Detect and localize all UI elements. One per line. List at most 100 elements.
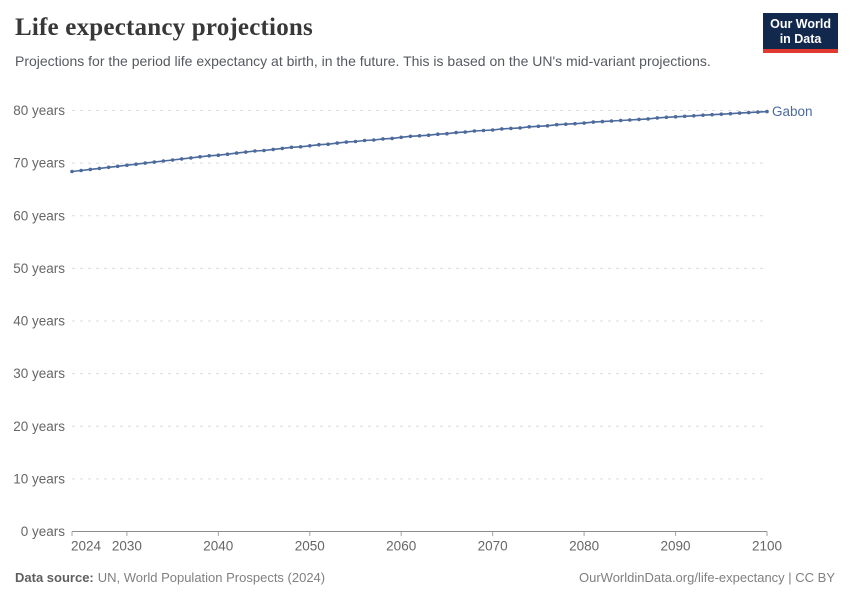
data-point xyxy=(481,128,486,133)
data-point xyxy=(609,119,614,123)
data-point xyxy=(445,131,449,136)
y-axis-tick-label: 70 years xyxy=(13,156,65,171)
data-point xyxy=(244,150,248,154)
data-point xyxy=(289,145,294,150)
data-point xyxy=(591,120,596,124)
data-point xyxy=(143,161,147,165)
data-point xyxy=(189,156,193,160)
y-axis-tick-label: 10 years xyxy=(13,471,65,486)
data-point xyxy=(756,110,760,114)
data-point xyxy=(280,146,285,151)
data-point xyxy=(262,148,266,153)
data-point xyxy=(179,157,184,161)
x-axis-tick-label: 2024 xyxy=(71,539,102,554)
owid-logo[interactable]: Our World in Data xyxy=(763,13,838,53)
credit-link[interactable]: OurWorldinData.org/life-expectancy | CC … xyxy=(578,570,835,585)
data-point xyxy=(527,125,531,129)
data-point xyxy=(490,128,495,132)
data-point xyxy=(198,155,202,159)
y-axis-tick-label: 50 years xyxy=(13,261,65,276)
data-point xyxy=(582,121,586,125)
data-point xyxy=(152,160,157,164)
data-point xyxy=(545,124,550,128)
data-point xyxy=(737,111,742,115)
data-point xyxy=(472,129,477,133)
owid-logo-line1: Our World xyxy=(770,17,831,31)
owid-logo-line2: in Data xyxy=(779,32,822,46)
data-point xyxy=(134,162,138,166)
x-axis-tick-label: 2100 xyxy=(752,539,782,554)
data-point xyxy=(353,139,358,144)
data-point xyxy=(308,144,312,148)
data-point xyxy=(536,124,541,129)
x-axis-tick-label: 2090 xyxy=(661,539,691,554)
data-point xyxy=(509,126,513,131)
data-point xyxy=(710,112,714,117)
data-point xyxy=(70,169,74,174)
y-axis-tick-label: 80 years xyxy=(13,103,65,118)
data-point xyxy=(115,164,120,169)
data-point xyxy=(618,118,623,123)
data-point xyxy=(97,166,102,171)
data-point xyxy=(106,165,111,170)
data-point xyxy=(646,117,650,121)
x-axis-tick-label: 2070 xyxy=(478,539,508,554)
x-axis-tick-label: 2050 xyxy=(295,539,325,554)
y-axis-tick-label: 20 years xyxy=(13,419,65,434)
data-point xyxy=(664,115,669,120)
data-point xyxy=(417,134,422,138)
data-source-text: UN, World Population Prospects (2024) xyxy=(97,570,326,585)
line-series-gabon[interactable] xyxy=(71,110,768,173)
page-title: Life expectancy projections xyxy=(15,14,313,41)
data-point xyxy=(161,159,166,163)
data-source: Data source: UN, World Population Prospec… xyxy=(15,570,325,585)
x-axis-tick-label: 2060 xyxy=(386,539,416,554)
data-point xyxy=(271,147,276,152)
data-point xyxy=(326,142,330,146)
data-point xyxy=(225,152,230,156)
y-axis-tick-label: 30 years xyxy=(13,366,65,381)
data-point xyxy=(207,154,211,158)
data-point xyxy=(500,127,504,131)
data-point xyxy=(746,110,751,115)
data-point xyxy=(408,134,413,139)
data-point xyxy=(372,138,376,142)
y-axis-tick-label: 0 years xyxy=(21,524,66,539)
data-point xyxy=(170,158,175,162)
x-axis-tick-label: 2040 xyxy=(203,539,233,554)
data-point xyxy=(216,153,221,157)
data-point xyxy=(655,116,660,120)
data-point xyxy=(673,115,678,119)
data-point xyxy=(125,163,129,167)
chart-subtitle: Projections for the period life expectan… xyxy=(15,53,711,69)
data-point xyxy=(728,111,733,116)
data-point xyxy=(463,130,468,134)
data-point xyxy=(362,138,367,143)
data-point xyxy=(436,132,440,136)
data-point xyxy=(573,121,577,126)
data-point xyxy=(628,118,632,122)
data-point xyxy=(390,136,394,141)
data-point xyxy=(335,141,340,145)
data-point xyxy=(381,137,385,141)
data-point xyxy=(88,167,93,172)
data-point xyxy=(692,114,696,118)
data-point xyxy=(564,122,568,126)
entity-label-gabon[interactable]: Gabon xyxy=(772,104,813,119)
x-axis-tick-label: 2030 xyxy=(112,539,142,554)
data-source-label: Data source: xyxy=(15,570,94,585)
data-point xyxy=(79,168,83,173)
data-point xyxy=(554,122,559,127)
data-point xyxy=(719,112,724,116)
y-axis-tick-label: 60 years xyxy=(13,208,65,223)
data-point xyxy=(399,135,404,140)
data-point xyxy=(426,133,431,137)
data-point xyxy=(518,126,522,130)
data-point xyxy=(317,142,321,147)
data-point xyxy=(298,145,303,149)
data-point xyxy=(344,140,349,144)
data-point xyxy=(701,113,705,117)
data-point xyxy=(637,117,641,122)
